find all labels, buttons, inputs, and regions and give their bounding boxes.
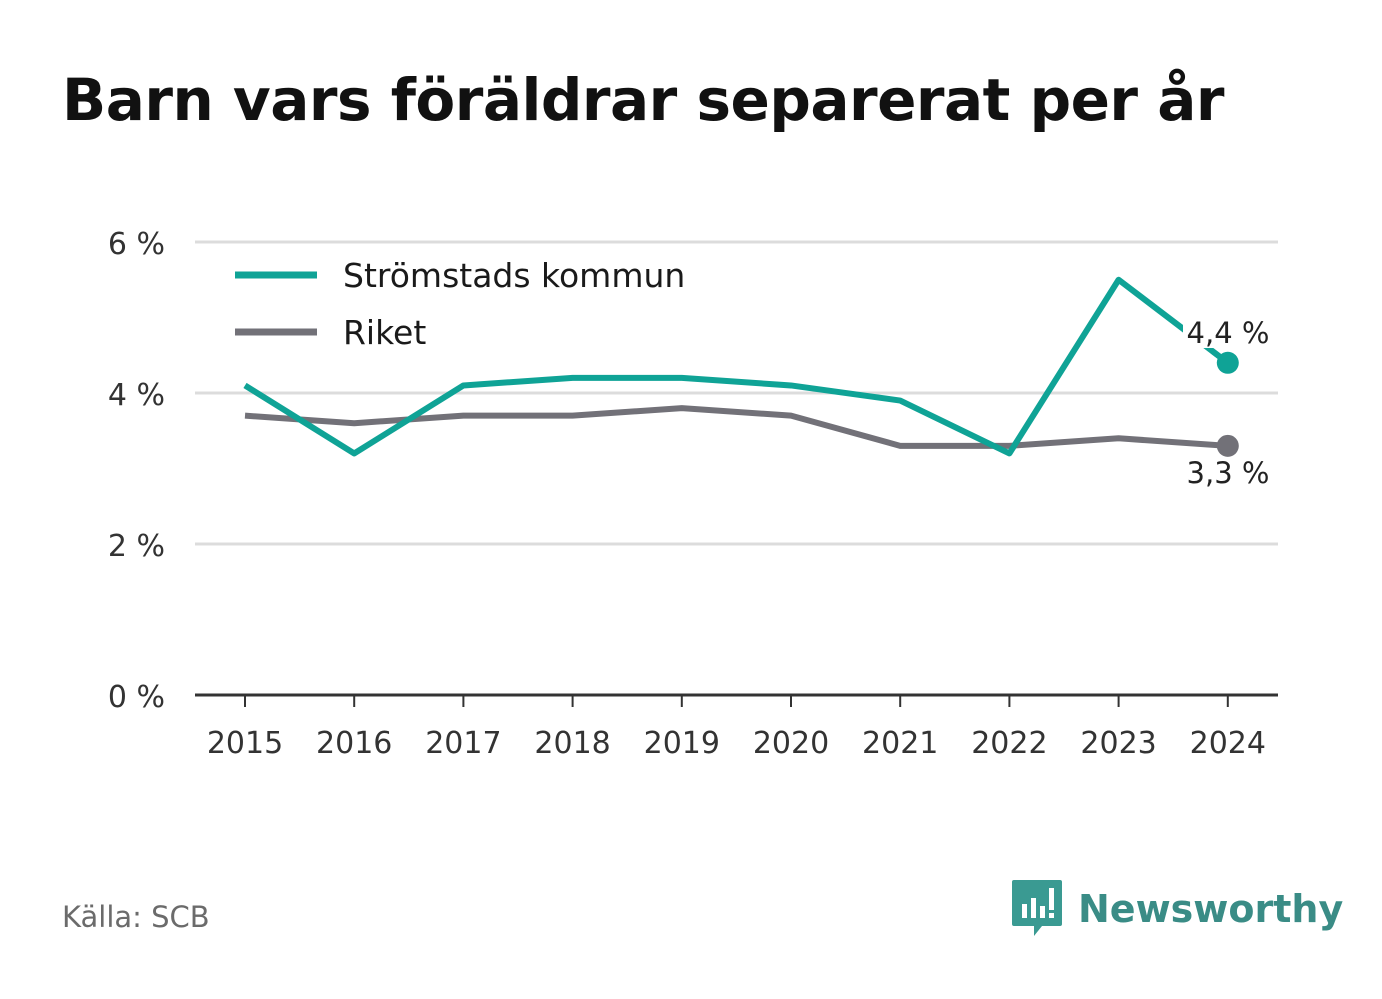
legend: Strömstads kommun Riket — [225, 244, 723, 362]
x-tick-label: 2023 — [1080, 726, 1156, 761]
newsworthy-logo-icon — [1012, 880, 1062, 936]
brand-logo: Newsworthy — [1010, 878, 1343, 940]
grid-lines — [195, 240, 1278, 546]
end-point — [1216, 351, 1239, 374]
x-tick-label: 2021 — [862, 726, 938, 761]
x-tick-label: 2022 — [971, 726, 1047, 761]
y-tick-label: 6 % — [108, 227, 165, 262]
label-connector — [1210, 350, 1222, 360]
legend-box — [225, 244, 723, 362]
chart-title: Barn vars föräldrar separerat per år — [62, 66, 1224, 134]
end-label: 4,4 % — [1187, 316, 1270, 350]
series-line — [243, 276, 1230, 457]
y-tick-label: 4 % — [108, 378, 165, 413]
label-background — [1183, 312, 1273, 348]
series-lines — [243, 276, 1239, 457]
x-tick-label: 2019 — [644, 726, 720, 761]
legend-label: Riket — [343, 313, 426, 352]
x-tick-label: 2017 — [425, 726, 501, 761]
end-labels: 4,4 % 3,3 % — [1183, 312, 1273, 490]
y-tick-label: 2 % — [108, 529, 165, 564]
y-axis-labels: 0 % 2 % 4 % 6 % — [108, 227, 165, 715]
x-tick-label: 2016 — [316, 726, 392, 761]
x-tick-label: 2020 — [753, 726, 829, 761]
x-tick-label: 2024 — [1190, 726, 1266, 761]
y-tick-label: 0 % — [108, 680, 165, 715]
end-point — [1216, 434, 1239, 457]
x-tick-label: 2015 — [207, 726, 283, 761]
source-note: Källa: SCB — [62, 900, 210, 934]
legend-label: Strömstads kommun — [343, 256, 685, 295]
end-label: 3,3 % — [1187, 456, 1270, 490]
x-axis: 2015 2016 2017 2018 2019 2020 2021 2022 2023 2024 — [195, 693, 1278, 761]
brand-name: Newsworthy — [1078, 887, 1344, 931]
x-tick-label: 2018 — [534, 726, 610, 761]
